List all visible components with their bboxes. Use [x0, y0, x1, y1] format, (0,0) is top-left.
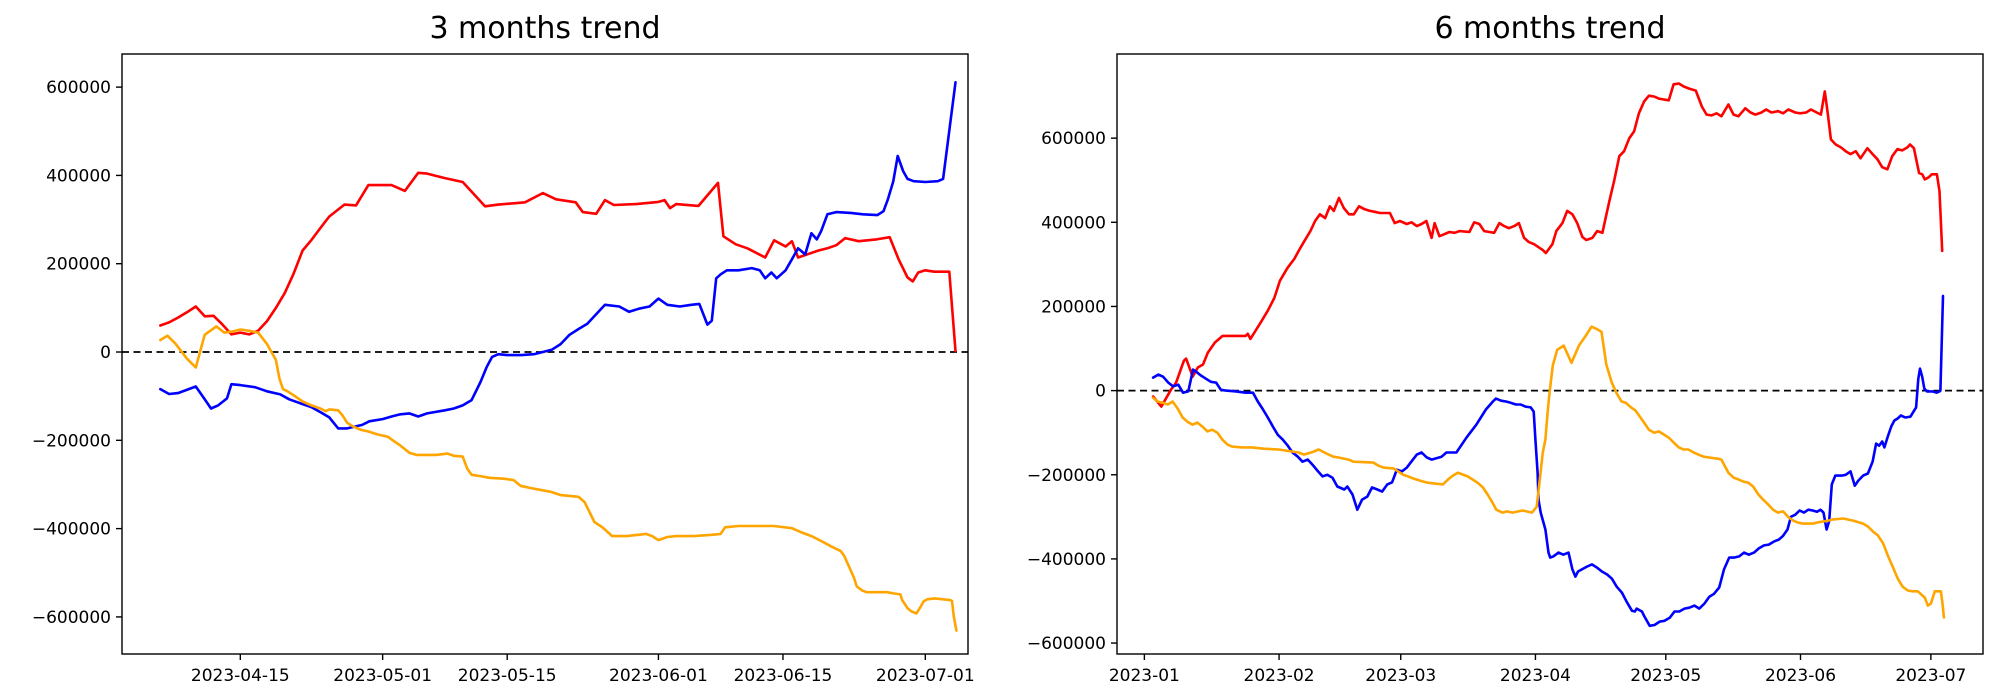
y-tick-label: 200000	[46, 255, 111, 275]
y-tick-label: 200000	[1041, 297, 1106, 317]
y-tick-label: −600000	[32, 608, 111, 628]
series-line-blue	[159, 81, 957, 430]
right-chart: 6 months trend 2023-01 2023-02 2023-03 2023…	[1027, 11, 1984, 686]
y-tick-label: −400000	[32, 520, 111, 540]
right-chart-plot: 2023-01 2023-02 2023-03 2023-04 2023-05 2023-…	[1027, 53, 1984, 686]
plot-border	[1116, 53, 1984, 655]
x-tick-label: 2023-07-01	[876, 666, 975, 686]
y-tick-label: 400000	[46, 166, 111, 186]
y-tick-label: 0	[100, 343, 111, 363]
left-chart-title: 3 months trend	[429, 11, 660, 46]
y-tick-label: 600000	[46, 78, 111, 98]
series-line-blue	[1151, 294, 1945, 628]
left-chart-plot: 2023-04-15 2023-05-01 2023-05-15 2023-06-01…	[32, 53, 975, 686]
x-tick-label: 2023-07	[1895, 666, 1966, 686]
x-tick-label: 2023-05	[1630, 666, 1701, 686]
x-tick-label: 2023-04	[1500, 666, 1571, 686]
series-line-orange	[1151, 325, 1946, 619]
x-tick-label: 2023-06-01	[609, 666, 708, 686]
y-tick-label: −200000	[1027, 466, 1106, 486]
y-tick-label: 0	[1095, 382, 1106, 402]
x-tick-label: 2023-03	[1365, 666, 1436, 686]
plot-border	[121, 53, 969, 655]
y-tick-label: 400000	[1041, 213, 1106, 233]
y-tick-label: 600000	[1041, 129, 1106, 149]
right-chart-title: 6 months trend	[1434, 11, 1665, 46]
series-line-orange	[159, 325, 958, 632]
series-line-red	[1151, 82, 1944, 408]
x-tick-label: 2023-02	[1244, 666, 1315, 686]
x-tick-label: 2023-05-15	[458, 666, 557, 686]
y-tick-label: −600000	[1027, 634, 1106, 654]
left-chart: 3 months trend 2023-04-15 2023-05-01 2023-…	[32, 11, 975, 686]
y-tick-label: −200000	[32, 431, 111, 451]
series-line-red	[159, 171, 957, 353]
x-tick-label: 2023-01	[1109, 666, 1180, 686]
x-tick-label: 2023-06	[1765, 666, 1836, 686]
y-tick-label: −400000	[1027, 550, 1106, 570]
x-tick-label: 2023-05-01	[333, 666, 432, 686]
x-tick-label: 2023-06-15	[734, 666, 833, 686]
x-tick-label: 2023-04-15	[191, 666, 290, 686]
